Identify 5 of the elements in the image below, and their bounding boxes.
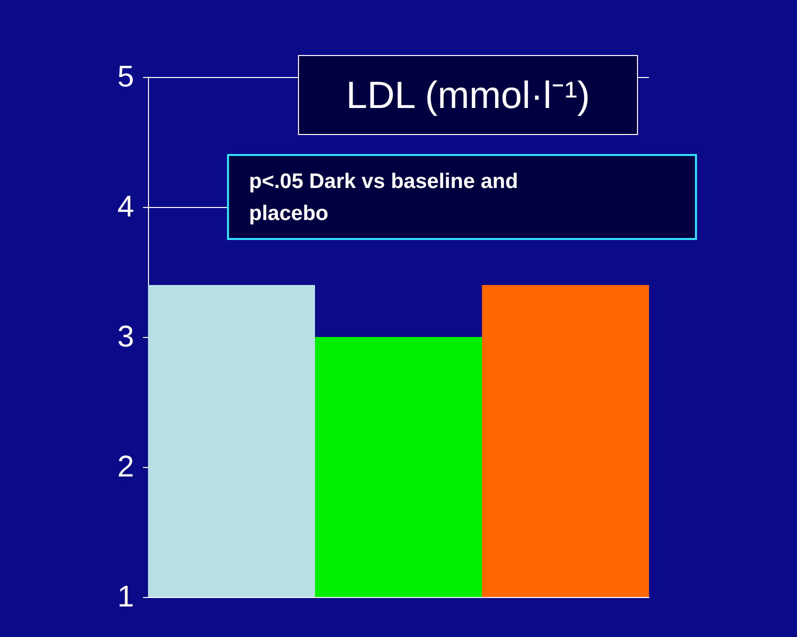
y-tick-label: 1: [117, 580, 134, 614]
y-tick-label: 2: [117, 450, 134, 484]
y-tick-label: 3: [117, 320, 134, 354]
y-tick-label: 5: [117, 60, 134, 94]
y-tick-label: 4: [117, 190, 134, 224]
